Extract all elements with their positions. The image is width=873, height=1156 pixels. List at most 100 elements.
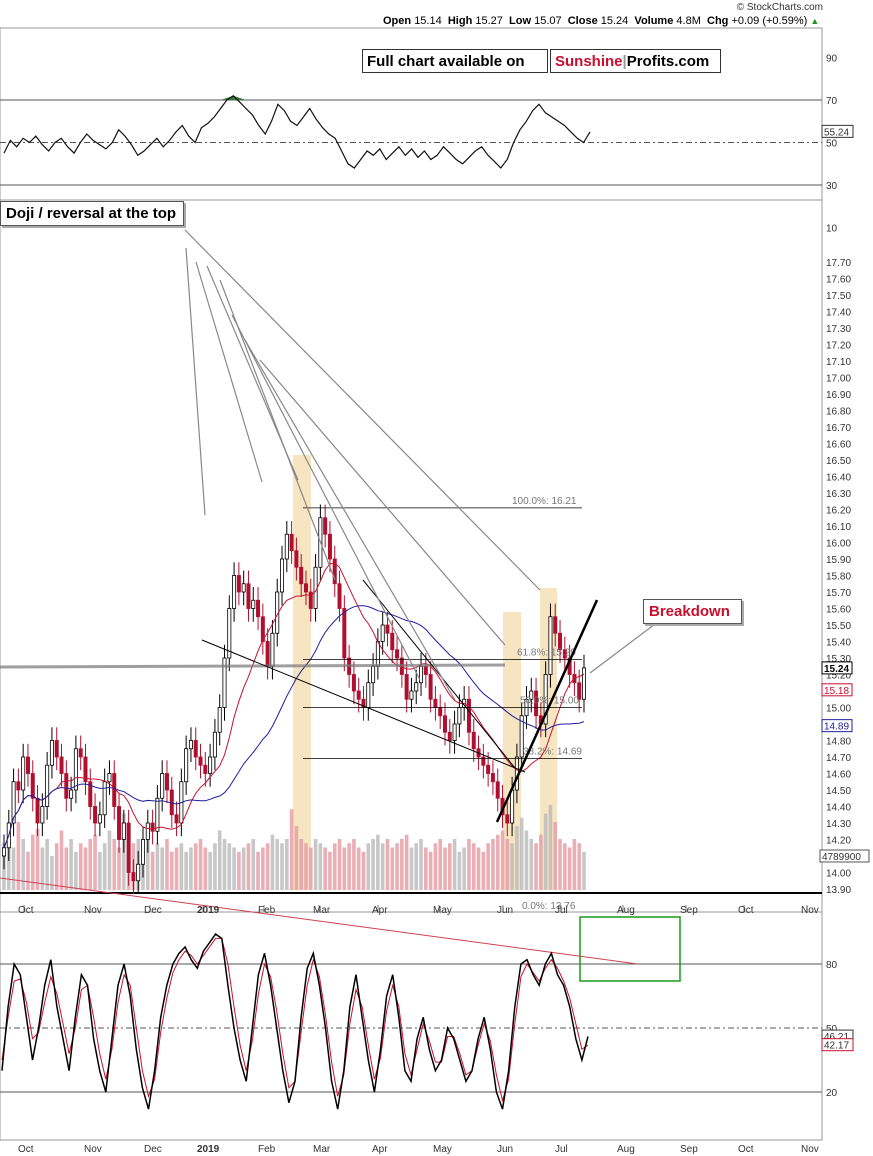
candle-body xyxy=(289,533,294,552)
rsi-overbought-fill xyxy=(220,95,247,100)
candle-body xyxy=(217,707,222,733)
stochastic-series xyxy=(1,933,589,1110)
price-tick-label: 13.90 xyxy=(826,885,851,896)
volume-bar xyxy=(16,822,21,890)
candle-body xyxy=(21,756,26,791)
volume-bar xyxy=(45,839,49,890)
candle-body xyxy=(452,723,457,741)
candle-body xyxy=(256,599,261,618)
price-last-label: 15.24 xyxy=(824,664,849,675)
candle-body xyxy=(83,756,88,783)
volume-bar xyxy=(481,851,486,890)
price-x-label: Jun xyxy=(497,905,513,916)
volume-bar xyxy=(515,826,519,890)
candle-body xyxy=(102,781,107,816)
volume-bar xyxy=(59,830,64,890)
volume-bar xyxy=(342,847,347,890)
price-x-label: Oct xyxy=(738,905,754,916)
price-tick-label: 15.20 xyxy=(826,671,851,682)
volume-bar xyxy=(155,843,160,890)
ma-long-label: 14.89 xyxy=(824,722,849,733)
rising-trendline xyxy=(495,599,599,823)
volume-bar xyxy=(495,834,500,890)
candle-body xyxy=(385,624,390,634)
grid-lines xyxy=(0,95,822,1093)
candle-body xyxy=(428,674,433,700)
volume-bar xyxy=(409,847,414,890)
candle-body xyxy=(529,690,534,700)
volume-bar xyxy=(285,839,289,890)
banner-sunshine: Sunshine xyxy=(555,53,623,70)
volume-bar xyxy=(169,851,174,890)
banner-full-chart: Full chart available on xyxy=(362,49,548,73)
rsi-line xyxy=(3,95,591,169)
price-tick-label: 14.00 xyxy=(826,869,851,880)
volume-bar xyxy=(385,839,390,890)
volume-bar xyxy=(246,843,251,890)
price-tick-label: 14.30 xyxy=(826,819,851,830)
upper-trendline xyxy=(362,579,516,769)
fib-label: 100.0%: 16.21 xyxy=(512,496,577,507)
candle-body xyxy=(97,814,102,824)
price-x-label: Aug xyxy=(617,905,635,916)
chg-value: +0.09 (+0.59%) xyxy=(731,15,808,27)
candle-body xyxy=(198,756,203,766)
candle-body xyxy=(107,773,112,783)
volume-bar xyxy=(74,851,78,890)
candle-body xyxy=(419,665,424,684)
volume-bar xyxy=(78,843,83,890)
candle-body xyxy=(222,657,227,708)
candle-body xyxy=(265,641,270,667)
volume-bar xyxy=(395,843,399,890)
low-value: 15.07 xyxy=(534,15,562,27)
volume-bar xyxy=(112,839,117,890)
price-tick-label: 15.70 xyxy=(826,588,851,599)
volume-bar xyxy=(251,839,256,890)
stoch-x-label: Apr xyxy=(372,1144,388,1155)
volume-bar xyxy=(193,843,198,890)
volume-bar xyxy=(543,813,548,890)
candle-body xyxy=(433,698,438,708)
price-tick-label: 17.30 xyxy=(826,324,851,335)
green-target-box xyxy=(579,916,681,982)
ma-short-tag xyxy=(821,683,853,697)
stoch-x-label: Oct xyxy=(738,1144,754,1155)
candle-body xyxy=(11,781,16,824)
lower-trendline xyxy=(201,639,526,773)
rsi-tick-label: 50 xyxy=(826,139,838,150)
doji-pointer-line xyxy=(259,359,506,646)
candle-body xyxy=(327,533,332,560)
price-x-label: Feb xyxy=(258,905,276,916)
volume-bar xyxy=(328,851,332,890)
candle-body xyxy=(548,616,553,675)
volume-bar xyxy=(356,847,361,890)
up-arrow-icon: ▲ xyxy=(810,16,820,26)
volume-bar xyxy=(577,843,582,890)
volume-bar xyxy=(491,839,495,890)
price-tick-label: 15.00 xyxy=(826,704,851,715)
price-x-label: May xyxy=(433,905,452,916)
candle-body xyxy=(558,632,563,651)
price-x-label: 2019 xyxy=(197,905,220,916)
volume-bar xyxy=(21,839,25,890)
volume-bar xyxy=(376,834,380,890)
stoch-k-label: 46.21 xyxy=(824,1032,849,1043)
volume-bar xyxy=(265,843,270,890)
volume-bar xyxy=(534,843,538,890)
candle-body xyxy=(208,756,213,774)
price-tick-label: 15.30 xyxy=(826,654,851,665)
volume-bar xyxy=(93,834,97,890)
volume-bar xyxy=(98,851,102,890)
volume-bar xyxy=(361,851,366,890)
stoch-x-label: Dec xyxy=(144,1144,162,1155)
price-tick-label: 14.20 xyxy=(826,836,851,847)
volume-bar xyxy=(529,839,534,890)
volume-bar xyxy=(184,851,188,890)
volume-bar xyxy=(299,839,303,890)
candle-body xyxy=(236,575,241,593)
rsi-tick-label: 10 xyxy=(826,224,838,235)
volume-bar xyxy=(462,847,466,890)
fib-band xyxy=(293,455,311,890)
candle-body xyxy=(112,773,117,807)
candle-body xyxy=(246,583,251,609)
